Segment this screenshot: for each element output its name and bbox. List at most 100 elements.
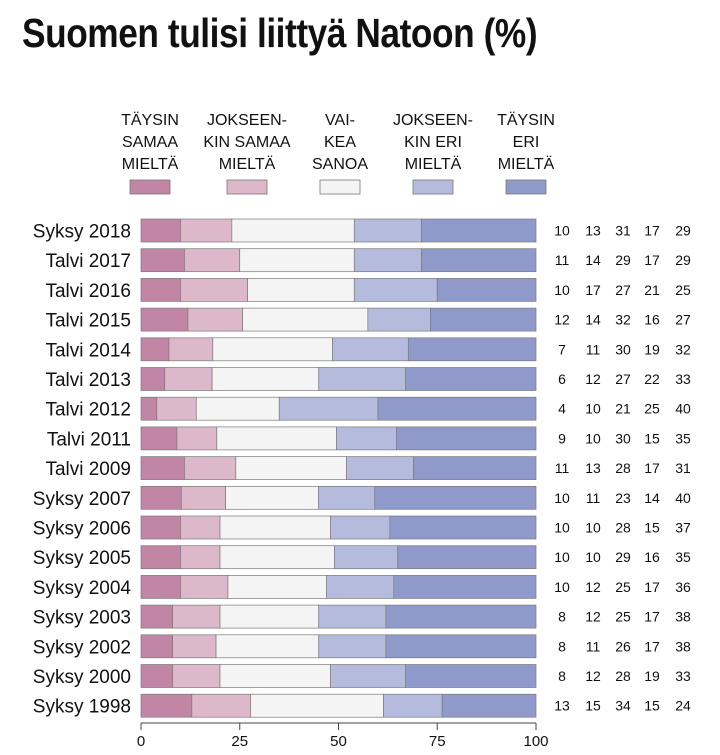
legend-swatch — [412, 179, 454, 195]
bar-segment — [317, 485, 376, 510]
legend-swatch — [505, 179, 547, 195]
data-label: 29 — [675, 223, 691, 239]
bar-segment — [140, 693, 193, 718]
x-tick-label: 25 — [231, 733, 248, 750]
bar-segment — [430, 307, 537, 332]
bar-segment — [184, 248, 241, 273]
row-label: Talvi 2014 — [45, 340, 131, 361]
data-label: 10 — [585, 401, 601, 417]
data-label: 10 — [554, 579, 570, 595]
bar-segment — [405, 664, 537, 688]
data-label: 38 — [675, 609, 691, 625]
bar-segment — [211, 367, 320, 391]
data-label: 21 — [615, 401, 631, 417]
data-label: 28 — [615, 668, 631, 684]
bar-segment — [140, 367, 166, 391]
data-label: 21 — [644, 282, 660, 298]
bar-segment — [140, 248, 185, 273]
data-label: 12 — [585, 609, 601, 625]
legend-label-line: SANOA — [312, 156, 368, 173]
row-label: Syksy 2000 — [33, 667, 131, 688]
data-label: 10 — [585, 549, 601, 565]
bar-segment — [156, 396, 197, 421]
bar-segment — [164, 367, 213, 391]
data-label: 10 — [585, 520, 601, 536]
data-label: 34 — [615, 698, 631, 714]
data-label: 8 — [558, 668, 566, 684]
data-label: 13 — [554, 698, 570, 714]
row-label: Syksy 2007 — [33, 489, 131, 510]
bar-segment — [385, 634, 537, 659]
bar-segment — [334, 545, 399, 570]
data-label: 10 — [554, 223, 570, 239]
data-label: 17 — [644, 609, 660, 625]
row-label: Talvi 2015 — [45, 311, 131, 332]
data-label: 33 — [675, 371, 691, 387]
bar-segment — [326, 575, 395, 599]
data-label: 25 — [644, 401, 660, 417]
bar-segment — [172, 604, 221, 629]
data-label: 30 — [615, 341, 631, 357]
data-label: 15 — [585, 698, 601, 714]
bar-segment — [219, 664, 331, 688]
data-label: 29 — [615, 252, 631, 268]
data-label: 25 — [675, 282, 691, 298]
bar-segment — [180, 278, 249, 302]
data-label: 11 — [586, 490, 601, 506]
bar-segment — [421, 248, 537, 273]
data-label: 9 — [558, 430, 566, 446]
data-label: 28 — [615, 520, 631, 536]
data-label: 28 — [615, 460, 631, 476]
legend-swatch — [226, 179, 268, 195]
data-label: 14 — [644, 490, 660, 506]
bar-segment — [180, 485, 226, 510]
x-tick-label: 50 — [330, 733, 347, 750]
data-label: 29 — [675, 252, 691, 268]
bar-segment — [421, 218, 537, 243]
bar-segment — [140, 634, 173, 659]
row-label: Syksy 2003 — [33, 608, 131, 629]
bar-segment — [225, 485, 319, 510]
data-label: 14 — [585, 252, 601, 268]
data-label: 33 — [675, 668, 691, 684]
bar-segment — [231, 218, 355, 243]
bar-segment — [383, 693, 443, 718]
data-label: 15 — [644, 520, 660, 536]
legend-label-line: ERI — [513, 134, 540, 151]
data-label: 8 — [558, 609, 566, 625]
bar-segment — [219, 545, 335, 570]
data-label: 13 — [585, 460, 601, 476]
data-label: 12 — [554, 312, 570, 328]
data-label: 10 — [585, 430, 601, 446]
bar-segment — [407, 337, 537, 362]
x-tick-label: 75 — [429, 733, 446, 750]
row-label: Syksy 2006 — [33, 519, 131, 540]
data-label: 26 — [615, 638, 631, 654]
bar-segment — [140, 664, 173, 688]
data-label: 10 — [554, 549, 570, 565]
bar-segment — [330, 664, 407, 688]
data-label: 12 — [585, 579, 601, 595]
data-label: 16 — [644, 549, 660, 565]
data-label: 36 — [675, 579, 691, 595]
bar-segment — [318, 604, 387, 629]
bar-segment — [140, 575, 181, 599]
data-label: 17 — [644, 460, 660, 476]
row-label: Talvi 2017 — [45, 251, 131, 272]
bar-segment — [219, 604, 320, 629]
bar-segment — [180, 218, 233, 243]
legend-swatch — [319, 179, 361, 195]
bar-segment — [367, 307, 431, 332]
bar-segment — [397, 545, 537, 570]
bar-segment — [441, 693, 537, 718]
bar-segment — [436, 278, 537, 302]
bar-segment — [242, 307, 369, 332]
data-label: 15 — [644, 698, 660, 714]
data-label: 10 — [554, 520, 570, 536]
data-label: 11 — [555, 460, 570, 476]
legend-label-line: SAMAA — [122, 134, 178, 151]
row-label: Syksy 2005 — [33, 548, 131, 569]
bar-segment — [216, 426, 337, 451]
data-label: 32 — [615, 312, 631, 328]
legend-swatch — [129, 179, 171, 195]
